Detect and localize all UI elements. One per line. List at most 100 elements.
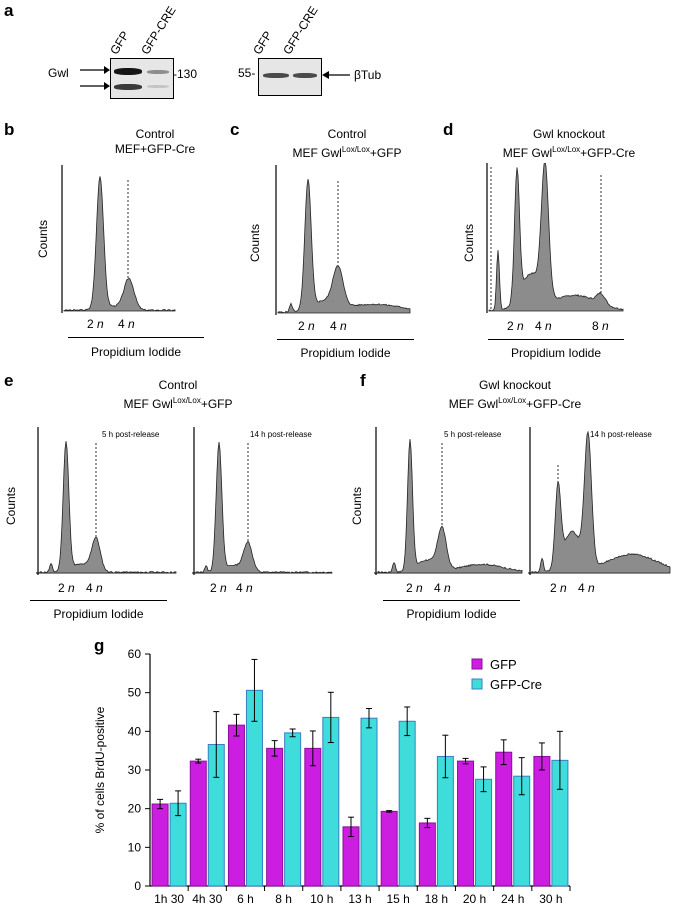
panel-c-label: c [230, 120, 240, 139]
lane-label-gfp-right: GFP [250, 28, 276, 57]
panel-b-xaxis-rule [68, 337, 204, 338]
y-tick-label: 60 [128, 647, 142, 661]
btub-arrow [322, 71, 350, 79]
panel-f-xaxis-rule [383, 600, 520, 601]
panel-d-title-line1: Gwl knockout [532, 127, 606, 141]
bar-gfp-cre [360, 717, 378, 887]
bar-gfp-cre [475, 778, 493, 887]
panel-f-xlabel: Propidium Iodide [406, 607, 497, 621]
legend-swatch-gfp [471, 658, 483, 670]
x-tick-label: 20 h [463, 892, 486, 906]
panel-d-label: d [443, 120, 454, 139]
lane-label-gfpcre-right: GFP-CRE [280, 3, 321, 57]
btub-label: βTub [354, 68, 382, 82]
bar-gfp [227, 724, 245, 887]
y-axis-label: % of cells BrdU-positive [93, 706, 107, 833]
panel-b-histogram [61, 165, 176, 313]
panel-b-title-line2: MEF+GFP-Cre [114, 142, 196, 156]
bar-gfp [266, 747, 284, 887]
panel-e-release-right: 14 h post-release [250, 430, 312, 439]
panel-f-ylabel: Counts [350, 486, 364, 525]
panel-d-x4n: 4 n [535, 319, 552, 333]
x-tick-label: 10 h [310, 892, 333, 906]
panel-e-label: e [4, 371, 14, 390]
x-tick-label: 24 h [501, 892, 524, 906]
panel-c-ylabel: Counts [248, 223, 262, 262]
y-tick-label: 10 [128, 840, 142, 854]
bar-gfp [495, 751, 513, 887]
panel-e-x2n-left: 2 n [58, 581, 75, 595]
panel-c-title: Control MEF GwlLox/Lox+GFP [282, 127, 412, 161]
panel-c-xaxis-rule [277, 339, 414, 340]
panel-f-title-line1: Gwl knockout [478, 378, 552, 392]
panel-f-histograms [374, 427, 671, 575]
bar-gfp-cre [284, 732, 302, 887]
x-tick-label: 6 h [237, 892, 254, 906]
panel-e-title: Control MEF GwlLox/Lox+GFP [108, 378, 248, 412]
gwl-arrows [80, 66, 110, 90]
panel-b-title-line1: Control [135, 127, 175, 141]
panel-e-x2n-right: 2 n [210, 581, 227, 595]
panel-d-title-line2: MEF GwlLox/Lox+GFP-Cre [502, 145, 636, 160]
panel-b-x2n: 2 n [87, 317, 104, 331]
panel-f-release-left: 5 h post-release [444, 430, 502, 439]
bar-gfp [304, 747, 322, 887]
bar-gfp [457, 760, 475, 887]
panel-c-title-line2: MEF GwlLox/Lox+GFP [292, 145, 402, 160]
y-tick-label: 20 [128, 802, 142, 816]
panel-f-x2n-left: 2 n [406, 581, 423, 595]
panel-f-title-line2: MEF GwlLox/Lox+GFP-Cre [448, 396, 582, 411]
bar-gfp [380, 810, 398, 887]
marker-130: -130 [173, 67, 198, 81]
panel-e-x4n-left: 4 n [86, 581, 103, 595]
bar-gfp [418, 822, 436, 887]
x-tick-label: 15 h [387, 892, 410, 906]
panel-d-ylabel: Counts [462, 223, 476, 262]
gwl-blot [110, 58, 174, 99]
marker-55: 55- [238, 66, 256, 80]
panel-f-label: f [360, 371, 366, 390]
panel-e-release-left: 5 h post-release [102, 430, 160, 439]
x-tick-label: 13 h [348, 892, 371, 906]
x-tick-label: 1h 30 [154, 892, 184, 906]
legend-swatch-gfp-cre [471, 678, 483, 690]
panel-e-title-line1: Control [158, 378, 198, 392]
panel-c-histogram [275, 165, 411, 315]
panel-e-xaxis-rule [30, 600, 167, 601]
legend-label-gfp: GFP [490, 657, 517, 672]
panel-d-xaxis-rule [488, 339, 624, 340]
legend-label-gfp-cre: GFP-Cre [490, 677, 542, 692]
y-tick-label: 0 [134, 879, 141, 893]
panel-f-title: Gwl knockout MEF GwlLox/Lox+GFP-Cre [430, 378, 600, 412]
panel-g-label: g [94, 636, 105, 655]
x-tick-label: 18 h [425, 892, 448, 906]
panel-b-label: b [4, 120, 15, 139]
panel-b-title: Control MEF+GFP-Cre [95, 127, 215, 157]
panel-f-release-right: 14 h post-release [590, 430, 652, 439]
panel-e-x4n-right: 4 n [236, 581, 253, 595]
panel-e-xlabel: Propidium Iodide [53, 607, 144, 621]
panel-d-xlabel: Propidium Iodide [510, 346, 602, 360]
panel-c-title-line1: Control [327, 127, 367, 141]
bar-gfp [533, 755, 551, 887]
lane-label-gfp-left: GFP [107, 28, 133, 57]
panel-e-ylabel: Counts [4, 486, 18, 525]
panel-e-histograms [36, 427, 333, 575]
panel-d-title: Gwl knockout MEF GwlLox/Lox+GFP-Cre [489, 127, 649, 161]
y-tick-label: 50 [128, 686, 142, 700]
panel-f-x4n-left: 4 n [434, 581, 451, 595]
panel-f-x2n-right: 2 n [550, 581, 567, 595]
panel-b-x4n: 4 n [118, 317, 135, 331]
bar-gfp-cre [398, 720, 416, 887]
panel-c-x4n: 4 n [330, 319, 347, 333]
lane-label-gfpcre-left: GFP-CRE [138, 3, 179, 57]
panel-a-label: a [4, 1, 14, 20]
x-tick-label: 8 h [275, 892, 292, 906]
panel-b-ylabel: Counts [36, 219, 50, 258]
btub-blot [258, 58, 322, 96]
gwl-label: Gwl [48, 66, 69, 80]
y-tick-label: 40 [128, 724, 142, 738]
brdu-bar-chart: 0 10 20 30 40 50 60 % of cells BrdU-positive 1h … [93, 647, 571, 906]
y-tick-label: 30 [128, 763, 142, 777]
panel-b-xlabel: Propidium Iodide [90, 345, 182, 359]
